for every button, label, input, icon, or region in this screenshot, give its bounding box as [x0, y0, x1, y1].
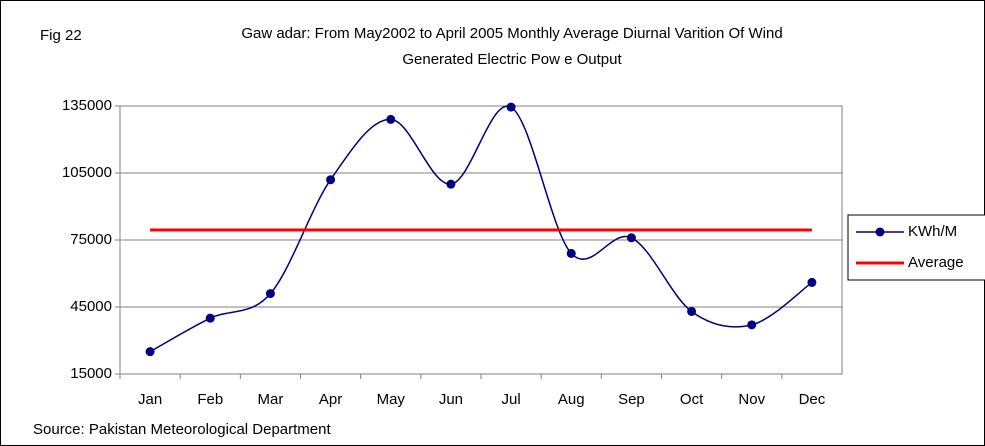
- y-tick-label: 135000: [62, 97, 112, 114]
- point-marker: [265, 289, 275, 299]
- x-tick-label: Sep: [618, 391, 645, 408]
- point-marker: [326, 175, 336, 185]
- y-tick-label: 75000: [70, 231, 112, 248]
- x-tick-label: Aug: [558, 391, 585, 408]
- chart-title: Gaw adar: From May2002 to April 2005 Mon…: [241, 25, 782, 42]
- x-tick-label: Nov: [738, 391, 765, 408]
- figure-label: Fig 22: [40, 27, 82, 44]
- point-marker: [566, 248, 576, 258]
- y-tick-label: 45000: [70, 298, 112, 315]
- point-marker: [687, 306, 697, 316]
- x-tick-label: Feb: [197, 391, 223, 408]
- x-tick-label: May: [377, 391, 406, 408]
- point-marker: [145, 347, 155, 357]
- legend-label: Average: [908, 254, 964, 271]
- point-marker: [807, 277, 817, 287]
- point-marker: [386, 114, 396, 124]
- point-marker: [205, 313, 215, 323]
- point-marker: [747, 320, 757, 330]
- x-tick-label: Apr: [319, 391, 342, 408]
- point-marker: [626, 233, 636, 243]
- legend-box: [847, 214, 985, 281]
- point-marker: [506, 102, 516, 112]
- x-tick-label: Dec: [799, 391, 826, 408]
- chart-subtitle: Generated Electric Pow e Output: [402, 51, 622, 68]
- y-tick-label: 15000: [70, 365, 112, 382]
- legend-marker: [875, 227, 885, 237]
- source-note: Source: Pakistan Meteorological Departme…: [33, 421, 331, 438]
- x-tick-label: Jun: [439, 391, 463, 408]
- y-tick-label: 105000: [62, 164, 112, 181]
- x-tick-label: Jan: [138, 391, 162, 408]
- x-tick-label: Oct: [680, 391, 704, 408]
- legend-label: KWh/M: [908, 223, 957, 240]
- point-marker: [446, 179, 456, 189]
- x-tick-label: Mar: [257, 391, 283, 408]
- x-tick-label: Jul: [501, 391, 520, 408]
